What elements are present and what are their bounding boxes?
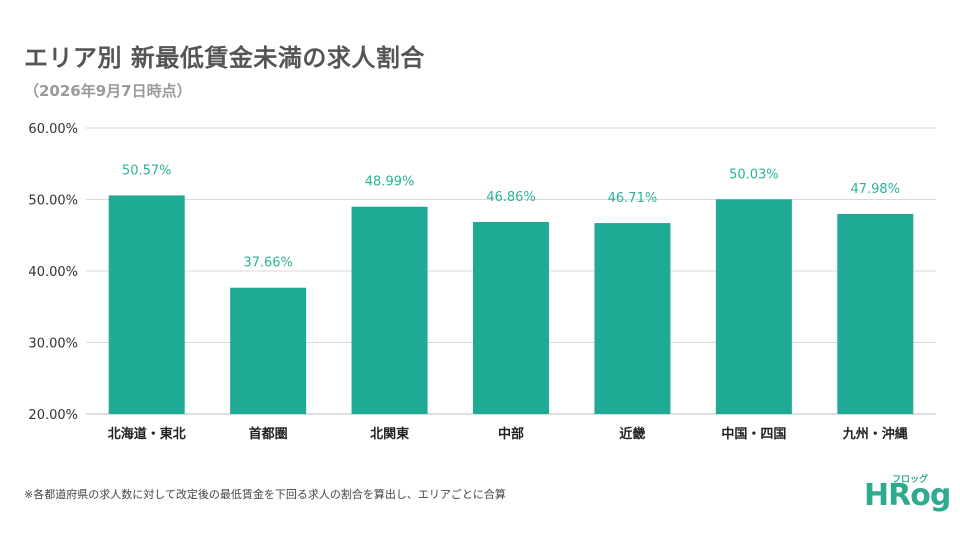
data-label: 46.71% <box>608 191 658 206</box>
chart-subtitle: （2026年9月7日時点） <box>24 82 192 100</box>
x-tick-label: 九州・沖縄 <box>842 426 908 442</box>
data-label: 48.99% <box>365 175 415 190</box>
logo-text: HRog <box>864 478 951 513</box>
bar[interactable] <box>594 223 671 414</box>
x-tick-label: 中部 <box>498 426 524 442</box>
bar[interactable] <box>230 287 307 414</box>
bar-layer <box>108 195 914 414</box>
chart-title: エリア別 新最低賃金未満の求人割合 <box>24 44 425 72</box>
x-tick-label: 北海道・東北 <box>108 426 186 442</box>
footnote: ※各都道府県の求人数に対して改定後の最低賃金を下回る求人の割合を算出し、エリアご… <box>24 488 506 501</box>
label-layer: 20.00% 30.00% 40.00% 50.00% 60.00% 50.57% 北海道・… <box>28 122 907 442</box>
y-tick-label: 30.00% <box>28 337 78 352</box>
y-tick-label: 50.00% <box>28 194 78 209</box>
data-label: 50.57% <box>122 163 172 178</box>
x-tick-label: 中国・四国 <box>721 426 786 442</box>
y-tick-label: 20.00% <box>28 408 78 423</box>
bar[interactable] <box>473 221 549 414</box>
y-tick-label: 40.00% <box>28 265 78 280</box>
hrog-logo[interactable]: フロッグ HRog <box>850 470 951 520</box>
bar[interactable] <box>837 213 914 414</box>
x-tick-label: 近畿 <box>619 426 645 442</box>
bar[interactable] <box>351 206 428 414</box>
bar[interactable] <box>108 195 185 414</box>
data-label: 47.98% <box>850 182 900 197</box>
bar[interactable] <box>715 199 792 414</box>
x-tick-label: 北関東 <box>370 426 409 442</box>
data-label: 46.86% <box>486 190 536 205</box>
data-label: 50.03% <box>729 167 779 182</box>
x-tick-label: 首都圏 <box>249 426 288 442</box>
logo-kana: フロッグ <box>892 475 929 485</box>
y-tick-label: 60.00% <box>28 122 78 137</box>
data-label: 37.66% <box>243 256 293 271</box>
